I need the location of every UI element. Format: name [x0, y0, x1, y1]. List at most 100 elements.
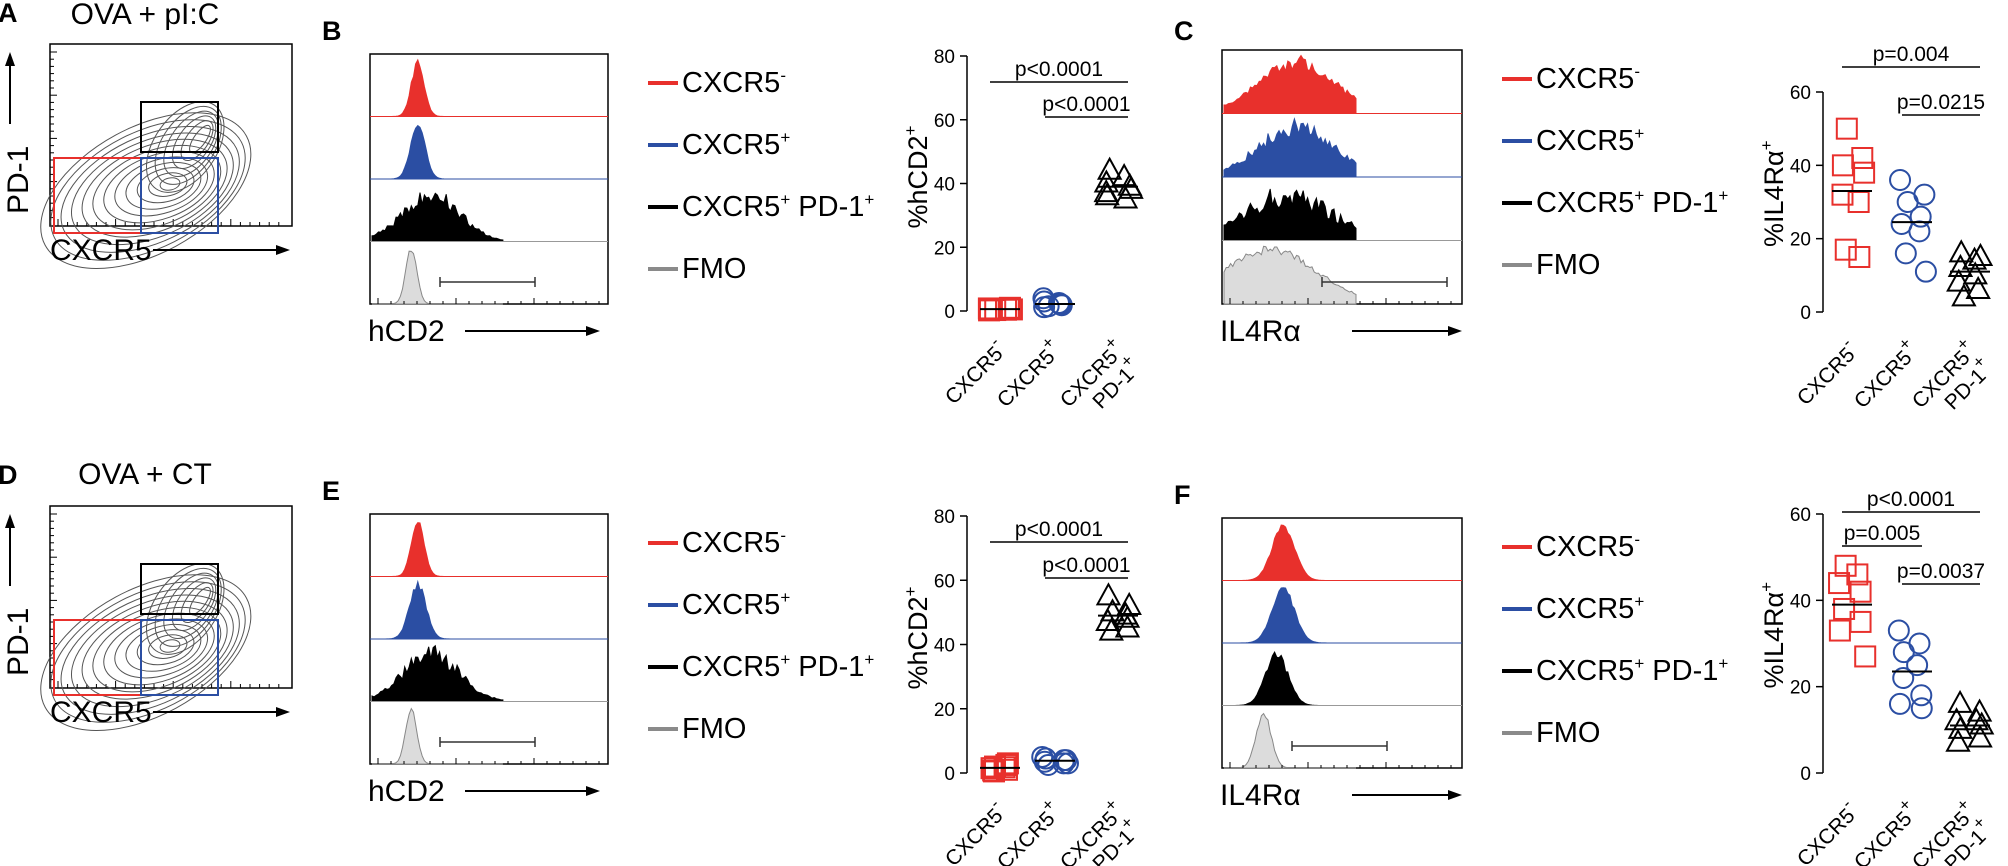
legend-label-base: CXCR5 — [682, 67, 780, 99]
data-point-circle — [1889, 169, 1912, 191]
legend-label-sup: + — [780, 650, 790, 669]
contour-ring — [136, 167, 195, 204]
contour-ring — [148, 634, 188, 659]
histogram-trace — [1223, 54, 1357, 114]
legend-label-sup2: + — [1718, 654, 1728, 673]
x-axis-label: CXCR5 — [50, 234, 152, 267]
contour-ring — [159, 639, 181, 653]
legend-label-base: CXCR5 — [1536, 63, 1634, 95]
data-point-square — [1849, 580, 1872, 603]
y-tick-label: 0 — [944, 764, 955, 785]
data-point-triangle — [1962, 261, 1988, 285]
data-point-triangle — [1961, 246, 1988, 270]
legend-label-sup: + — [1634, 186, 1644, 205]
gate-pd1-pos — [140, 563, 219, 615]
plot-title: OVA + CT — [78, 458, 212, 491]
gate-cxcr5-pos — [140, 619, 219, 696]
legend-label-tail: PD-1 — [1644, 655, 1718, 687]
x-axis-arrow-head — [586, 786, 600, 796]
data-point-triangle — [1114, 614, 1141, 638]
legend-label: CXCR5+ PD-1+ — [682, 650, 874, 683]
legend-label-base: CXCR5 — [682, 129, 780, 161]
legend-label-sup: + — [780, 588, 790, 607]
legend-label: FMO — [1536, 717, 1600, 749]
data-point-circle — [1910, 697, 1933, 720]
legend-label: CXCR5+ — [1536, 124, 1644, 157]
legend-label-sup2: + — [1718, 186, 1728, 205]
dot-plot-B: 020406080%hCD2+CXCR5-CXCR5+CXCR5+PD-1+p<… — [901, 47, 1144, 413]
legend-label-sup: - — [1634, 62, 1640, 81]
legend-label-base: CXCR5 — [682, 589, 780, 621]
legend-label: CXCR5+ PD-1+ — [682, 190, 874, 223]
contour-plot-A: OVA + pI:C PD-1 CXCR5 — [2, 0, 293, 270]
data-point-triangle — [1966, 698, 1993, 722]
y-tick-label: 20 — [1790, 678, 1811, 699]
data-point-square — [1851, 147, 1874, 169]
legend-label-tail: PD-1 — [790, 651, 864, 683]
contour-ring — [163, 110, 219, 177]
data-point-circle — [1914, 260, 1937, 283]
data-point-circle — [1909, 205, 1932, 228]
y-axis-label: %hCD2+ — [901, 586, 933, 689]
contour-ring — [50, 581, 246, 723]
category-label-base: CXCR5 — [1793, 343, 1860, 410]
legend-label-sup: + — [780, 128, 790, 147]
data-point-circle — [1908, 220, 1931, 243]
data-point-triangle — [1113, 601, 1139, 625]
contour-ring — [50, 119, 246, 261]
contour-ring — [125, 161, 202, 210]
p-value-label: p<0.0001 — [1042, 93, 1130, 116]
panel-label-D: D — [0, 460, 18, 490]
data-point-circle — [1892, 641, 1915, 664]
contour-ring — [125, 623, 202, 672]
data-point-triangle — [1112, 185, 1139, 209]
data-point-square — [1853, 161, 1876, 184]
plot-frame — [49, 43, 293, 227]
data-point-square — [1831, 183, 1854, 206]
y-tick-label: 20 — [1790, 230, 1811, 251]
category-label-base: CXCR5 — [1850, 346, 1917, 413]
x-axis-label: IL4Rα — [1220, 315, 1301, 348]
histogram-trace — [1223, 117, 1357, 178]
x-axis-arrow-head — [1448, 790, 1462, 800]
category-label-base: CXCR5 — [1850, 807, 1917, 866]
data-point-square — [1833, 597, 1856, 620]
y-tick-label: 0 — [1800, 303, 1811, 324]
data-point-triangle — [1095, 582, 1122, 606]
p-value-label: p=0.0037 — [1897, 560, 1985, 583]
x-axis-label: IL4Rα — [1220, 779, 1301, 812]
y-tick-label: 0 — [944, 302, 955, 323]
legend-label-sup: + — [1634, 592, 1644, 611]
x-axis-label: CXCR5 — [50, 696, 152, 729]
y-axis-arrow-head — [5, 514, 15, 528]
plot-title: OVA + pI:C — [71, 0, 220, 31]
legend-label-base: CXCR5 — [682, 527, 780, 559]
x-axis-label: hCD2 — [368, 775, 445, 808]
p-value-label: p=0.005 — [1844, 522, 1921, 545]
data-point-triangle — [1947, 253, 1974, 277]
data-point-circle — [1888, 692, 1911, 715]
legend-label: FMO — [1536, 249, 1600, 281]
contour-ring — [103, 150, 215, 224]
legend-label-base: FMO — [1536, 249, 1600, 281]
y-tick-label: 60 — [934, 111, 955, 132]
panel-label-A: A — [0, 0, 18, 28]
contour-ring — [154, 105, 222, 185]
data-point-circle — [1908, 632, 1931, 655]
y-tick-label: 0 — [1800, 764, 1811, 785]
contour-plot-D: OVA + CT PD-1 CXCR5 — [2, 458, 293, 732]
p-value-label: p=0.004 — [1873, 43, 1950, 66]
data-point-triangle — [1945, 728, 1971, 752]
p-value-label: p<0.0001 — [1015, 58, 1103, 81]
data-point-triangle — [1968, 711, 1995, 735]
y-tick-label: 80 — [934, 47, 955, 68]
legend-label-base: CXCR5 — [682, 651, 780, 683]
y-axis-label: %IL4Rα+ — [1757, 582, 1789, 689]
data-point-circle — [1887, 619, 1910, 642]
data-point-triangle — [1951, 283, 1977, 307]
legend-label: CXCR5- — [682, 526, 786, 559]
data-point-circle — [1896, 191, 1919, 213]
histogram-trace — [372, 250, 503, 305]
data-point-triangle — [1094, 182, 1120, 206]
